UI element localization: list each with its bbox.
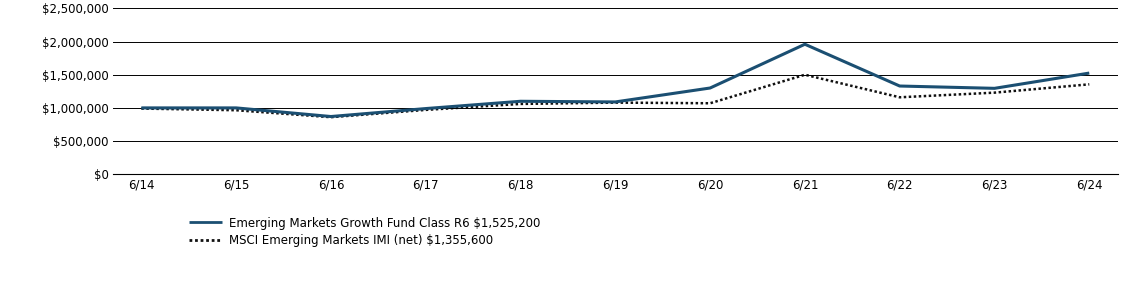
MSCI Emerging Markets IMI (net) $1,355,600	[1083, 83, 1096, 86]
MSCI Emerging Markets IMI (net) $1,355,600	[609, 101, 622, 104]
Legend: Emerging Markets Growth Fund Class R6 $1,525,200, MSCI Emerging Markets IMI (net: Emerging Markets Growth Fund Class R6 $1…	[190, 217, 541, 247]
Emerging Markets Growth Fund Class R6 $1,525,200	[419, 107, 432, 110]
MSCI Emerging Markets IMI (net) $1,355,600	[988, 91, 1001, 94]
MSCI Emerging Markets IMI (net) $1,355,600	[514, 102, 527, 106]
MSCI Emerging Markets IMI (net) $1,355,600	[893, 96, 907, 99]
Emerging Markets Growth Fund Class R6 $1,525,200	[514, 99, 527, 103]
MSCI Emerging Markets IMI (net) $1,355,600	[798, 73, 812, 76]
Emerging Markets Growth Fund Class R6 $1,525,200	[134, 106, 148, 110]
Emerging Markets Growth Fund Class R6 $1,525,200	[798, 42, 812, 46]
MSCI Emerging Markets IMI (net) $1,355,600	[419, 108, 432, 112]
Emerging Markets Growth Fund Class R6 $1,525,200	[988, 87, 1001, 90]
MSCI Emerging Markets IMI (net) $1,355,600	[324, 115, 338, 119]
Emerging Markets Growth Fund Class R6 $1,525,200	[1083, 71, 1096, 75]
Line: MSCI Emerging Markets IMI (net) $1,355,600: MSCI Emerging Markets IMI (net) $1,355,6…	[141, 75, 1089, 117]
Emerging Markets Growth Fund Class R6 $1,525,200	[324, 115, 338, 118]
Line: Emerging Markets Growth Fund Class R6 $1,525,200: Emerging Markets Growth Fund Class R6 $1…	[141, 44, 1089, 117]
Emerging Markets Growth Fund Class R6 $1,525,200	[609, 100, 622, 104]
MSCI Emerging Markets IMI (net) $1,355,600	[134, 107, 148, 110]
Emerging Markets Growth Fund Class R6 $1,525,200	[703, 86, 717, 90]
Emerging Markets Growth Fund Class R6 $1,525,200	[229, 106, 243, 110]
MSCI Emerging Markets IMI (net) $1,355,600	[229, 108, 243, 112]
MSCI Emerging Markets IMI (net) $1,355,600	[703, 101, 717, 105]
Emerging Markets Growth Fund Class R6 $1,525,200	[893, 84, 907, 88]
